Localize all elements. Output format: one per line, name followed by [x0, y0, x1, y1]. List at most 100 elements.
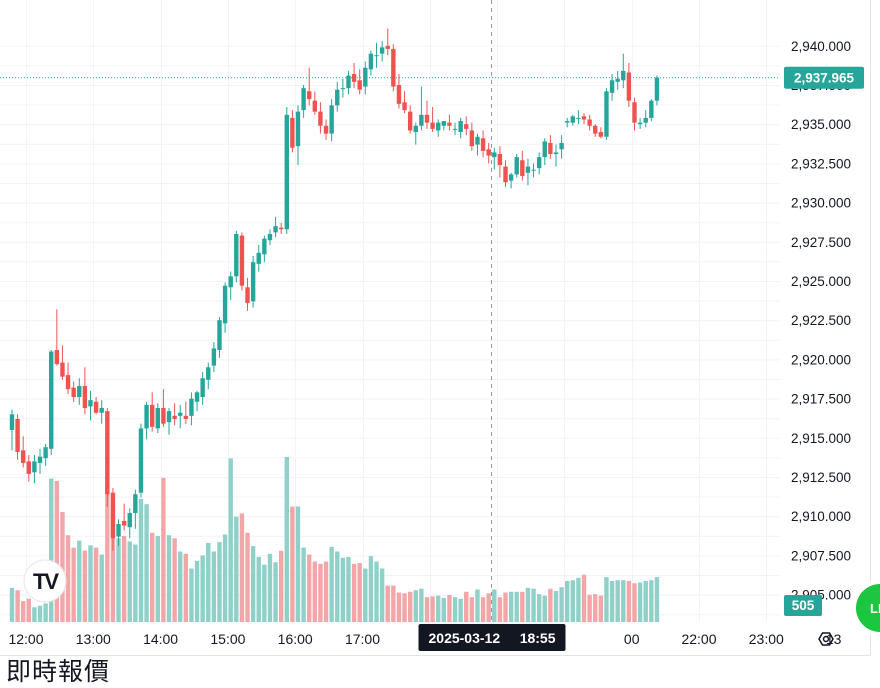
candle-body	[37, 456, 43, 463]
candle-body	[256, 252, 261, 264]
gear-hexagon	[818, 632, 834, 646]
volume-bar	[402, 593, 407, 622]
candle-body	[520, 160, 525, 176]
x-tick-label: 12:00	[8, 631, 43, 647]
logo-letters: TV	[33, 569, 59, 594]
volume-bar	[441, 597, 447, 622]
candle-body	[402, 102, 407, 111]
candle-body	[54, 349, 60, 365]
volume-bar	[217, 542, 222, 622]
volume-bar	[99, 554, 104, 622]
floating-chat-button[interactable]: LI	[852, 580, 880, 636]
x-tick-label: 14:00	[143, 631, 178, 647]
volume-bar	[598, 595, 604, 622]
candle-body	[525, 166, 531, 173]
volume-bar	[301, 547, 306, 622]
candle-body	[346, 75, 351, 89]
candle-body	[65, 375, 71, 390]
candle-body	[565, 121, 570, 123]
candle-body	[307, 91, 312, 100]
candle-body	[649, 100, 654, 118]
x-axis[interactable]: 12:00 13:00 14:00 15:00 16:00 17:00 22:00 23:00…	[8, 624, 842, 651]
candle-body	[374, 55, 379, 57]
x-tick-label: 23:00	[749, 631, 784, 647]
volume-bar	[228, 458, 233, 622]
settings-gear-icon[interactable]	[818, 632, 834, 646]
candle-body	[385, 45, 390, 49]
candle-body	[480, 138, 486, 151]
candle-body	[447, 122, 452, 126]
volume-bar	[514, 591, 519, 622]
candle-body	[492, 152, 497, 158]
volume-bar	[110, 506, 116, 622]
candle-body	[593, 125, 598, 134]
candle-body	[621, 70, 626, 81]
volume-bar	[413, 590, 418, 622]
candle-body	[82, 386, 88, 409]
logo-circle	[23, 559, 67, 603]
last-price-label: 2,937.965	[794, 71, 855, 86]
volume-bar	[542, 595, 547, 622]
candle-body	[363, 67, 368, 87]
candle-body	[368, 53, 374, 70]
candle-body	[127, 513, 132, 528]
volume-bar	[93, 547, 99, 622]
candle-body	[121, 520, 127, 526]
volume-bar	[424, 597, 430, 622]
x-tick-label: 17:00	[345, 631, 380, 647]
volume-bar	[430, 596, 435, 622]
candle-body	[161, 408, 166, 424]
candle-body	[576, 117, 581, 119]
y-axis[interactable]: 2,940.0002,937.5002,935.0002,932.5002,93…	[791, 39, 851, 603]
y-tick-label: 2,920.000	[791, 352, 851, 367]
volume-bar	[267, 553, 273, 622]
volume-bar	[273, 562, 278, 622]
candle-body	[430, 122, 435, 129]
candle-body	[626, 72, 632, 101]
volume-bar	[576, 577, 581, 622]
candle-body	[71, 387, 76, 398]
volume-bar	[570, 580, 576, 622]
candle-body	[604, 91, 609, 137]
volume-bar	[211, 551, 217, 622]
candle-body	[379, 47, 385, 54]
y-tick-label: 2,930.000	[791, 196, 851, 211]
candle-body	[43, 447, 48, 459]
volume-bar	[290, 506, 295, 622]
volume-bar	[26, 598, 31, 622]
candle-body	[654, 77, 660, 101]
volume-bar	[178, 551, 183, 622]
y-tick-label: 2,925.000	[791, 274, 851, 289]
volume-bar	[340, 557, 346, 622]
y-tick-label: 2,915.000	[791, 431, 851, 446]
candle-body	[15, 418, 20, 452]
volume-bar	[234, 516, 239, 622]
volume-bars	[9, 456, 660, 622]
volume-bar	[43, 603, 48, 622]
y-tick-label: 2,940.000	[791, 39, 851, 54]
candle-body	[262, 238, 267, 255]
candle-body	[391, 48, 396, 87]
candle-body	[245, 287, 250, 303]
volume-bar	[222, 534, 228, 622]
candle-body	[200, 378, 205, 398]
volume-bar	[447, 594, 452, 622]
volume-bar	[458, 598, 463, 622]
candle-body	[598, 132, 604, 137]
volume-bar	[194, 560, 200, 622]
volume-bar	[15, 590, 20, 622]
volume-bar	[419, 588, 424, 622]
candle-body	[318, 111, 323, 126]
candle-body	[413, 125, 418, 133]
candle-body	[486, 149, 491, 156]
candle-body	[60, 362, 65, 377]
candle-body	[138, 428, 144, 493]
candle-body	[155, 408, 160, 429]
volume-bar	[65, 535, 71, 622]
candle-body	[222, 285, 228, 324]
volume-bar	[9, 587, 15, 622]
candle-body	[178, 412, 183, 416]
volume-bar	[503, 592, 508, 622]
candle-body	[441, 121, 447, 126]
